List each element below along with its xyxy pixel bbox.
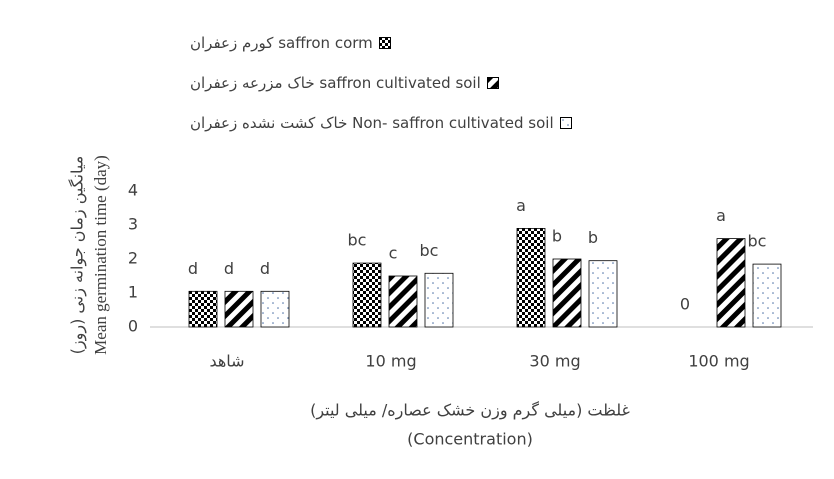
bar [224, 290, 254, 328]
bar-letter: b [588, 228, 598, 247]
legend-item: Non- saffron cultivated soil خاک کشت نشد… [190, 114, 572, 132]
x-tick-label: 100 mg [688, 352, 749, 371]
y-axis-title: Mean germination time (day) [91, 155, 110, 355]
y-tick-label: 3 [128, 215, 138, 234]
legend-swatch [486, 77, 499, 89]
bar [352, 262, 382, 328]
legend-label: saffron cultivated soil خاک مزرعه زعفران [190, 74, 481, 92]
bar-letter: a [516, 196, 526, 215]
bar [388, 275, 418, 328]
bar-letter: bc [348, 231, 367, 250]
y-tick-label: 2 [128, 249, 138, 268]
legend: saffron corm کورم زعفران saffron cultivat… [190, 34, 572, 132]
bar [752, 263, 782, 328]
legend-item: saffron cultivated soil خاک مزرعه زعفران [190, 74, 572, 92]
x-axis-title: غلظت (میلی گرم وزن خشک عصاره/ میلی لیتر) [310, 401, 630, 421]
bar [260, 290, 290, 328]
bar [716, 238, 746, 328]
bar-letter: b [552, 227, 562, 246]
x-tick-label: 10 mg [365, 352, 416, 371]
bar-letter: 0 [680, 295, 690, 314]
bar [516, 227, 546, 328]
bar-letter: a [716, 206, 726, 225]
bar-letter: d [188, 259, 198, 278]
x-axis-title: (Concentration) [407, 430, 533, 449]
x-tick-label: 30 mg [529, 352, 580, 371]
legend-swatch-rect [378, 37, 391, 49]
bar [588, 260, 618, 328]
y-tick-label: 4 [128, 181, 138, 200]
x-tick-label: شاهد [209, 352, 244, 371]
y-tick-label: 0 [128, 317, 138, 336]
legend-swatch-rect [559, 117, 572, 129]
bar-letter: bc [748, 232, 767, 251]
bar-letter: c [389, 244, 398, 263]
bar [424, 272, 454, 328]
legend-label: Non- saffron cultivated soil خاک کشت نشد… [190, 114, 554, 132]
bar [552, 258, 582, 328]
legend-item: saffron corm کورم زعفران [190, 34, 572, 52]
legend-swatch [378, 37, 391, 49]
bar-letter: bc [420, 241, 439, 260]
bar [188, 290, 218, 328]
legend-swatch-rect [486, 77, 499, 89]
y-tick-label: 1 [128, 283, 138, 302]
legend-swatch [559, 117, 572, 129]
y-axis-title: میانگین زمان جوانه زنی (روز) [68, 156, 88, 355]
bar-letter: d [260, 259, 270, 278]
bar-letter: d [224, 259, 234, 278]
legend-label: saffron corm کورم زعفران [190, 34, 373, 52]
